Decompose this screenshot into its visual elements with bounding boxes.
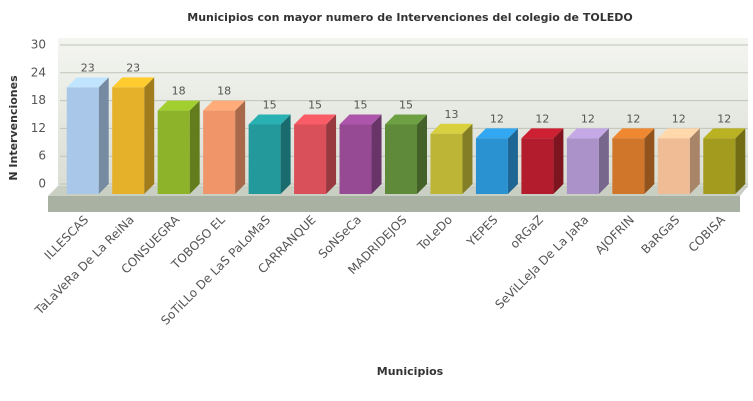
bar [157,110,190,194]
bar-top [66,77,109,88]
x-tick-label: ToLeDo [414,213,455,254]
bar-side [189,100,200,194]
value-label: 13 [444,108,458,121]
bar-side [144,77,155,194]
value-label: 15 [308,99,322,112]
bar [703,138,736,194]
y-tick-label: 0 [38,177,46,191]
bar-top [612,128,655,139]
bar [566,138,599,194]
bar-top [703,128,746,139]
y-tick-label: 18 [31,93,46,107]
value-label: 12 [581,112,595,125]
bar-side [371,114,382,194]
bar-side [417,114,427,194]
bar [339,124,372,194]
bar-top [248,114,291,125]
x-tick-label: BaRGaS [638,213,682,257]
value-label: 12 [717,112,731,125]
bar-side [598,128,609,194]
y-tick-label: 30 [31,38,46,52]
value-label: 15 [399,99,413,112]
x-tick-label: SeViLLeJa De La JaRa [492,213,591,312]
y-tick-label: 6 [38,149,46,163]
bar [430,133,463,194]
x-tick-label: AJOFRIN [592,213,637,258]
bar [385,124,417,194]
bar-top [203,100,246,111]
bar-side [735,128,746,194]
y-tick-label: 12 [31,121,46,135]
value-label: 12 [490,112,504,125]
bar-top [566,128,609,139]
bar [203,110,236,194]
bar-top [294,114,337,125]
bar-side [235,100,246,194]
x-tick-label: oRGaZ [507,213,546,252]
bar-side [553,128,564,194]
x-axis-title: Municipios [377,365,444,378]
value-label: 18 [217,85,231,98]
chart-title: Municipios con mayor numero de Intervenc… [187,11,632,24]
value-label: 15 [354,99,368,112]
bar-top [430,123,473,134]
bar-top [657,128,700,139]
bar [294,124,327,194]
bar [657,138,690,194]
value-label: 15 [263,99,277,112]
value-label: 12 [626,112,640,125]
bar-side [98,77,109,194]
bar [66,87,99,194]
x-tick-label: COBISA [686,212,729,255]
value-label: 23 [126,61,140,74]
bar-top [157,100,200,111]
bar-side [689,128,700,194]
y-tick-label: 24 [31,65,46,79]
bar-side [644,128,655,194]
bar-side [462,123,473,194]
bar [112,87,145,194]
value-label: 18 [172,85,186,98]
x-tick-label: YEPES [464,213,501,250]
x-tick-label: SoNSeCa [316,213,365,262]
bar-side [280,114,291,194]
value-label: 12 [535,112,549,125]
value-label: 12 [672,112,686,125]
bar [475,138,508,194]
bar [521,138,554,194]
bar-top [112,77,155,88]
bar-top [521,128,564,139]
bar-top [475,128,518,139]
value-label: 23 [81,61,95,74]
bar-side [507,128,518,194]
floor-front [48,196,740,212]
bar [612,138,645,194]
bar-top [339,114,382,125]
bar [248,124,281,194]
y-axis-title: N Intervenciones [7,75,20,181]
bar-top [385,114,427,125]
bar-side [326,114,337,194]
